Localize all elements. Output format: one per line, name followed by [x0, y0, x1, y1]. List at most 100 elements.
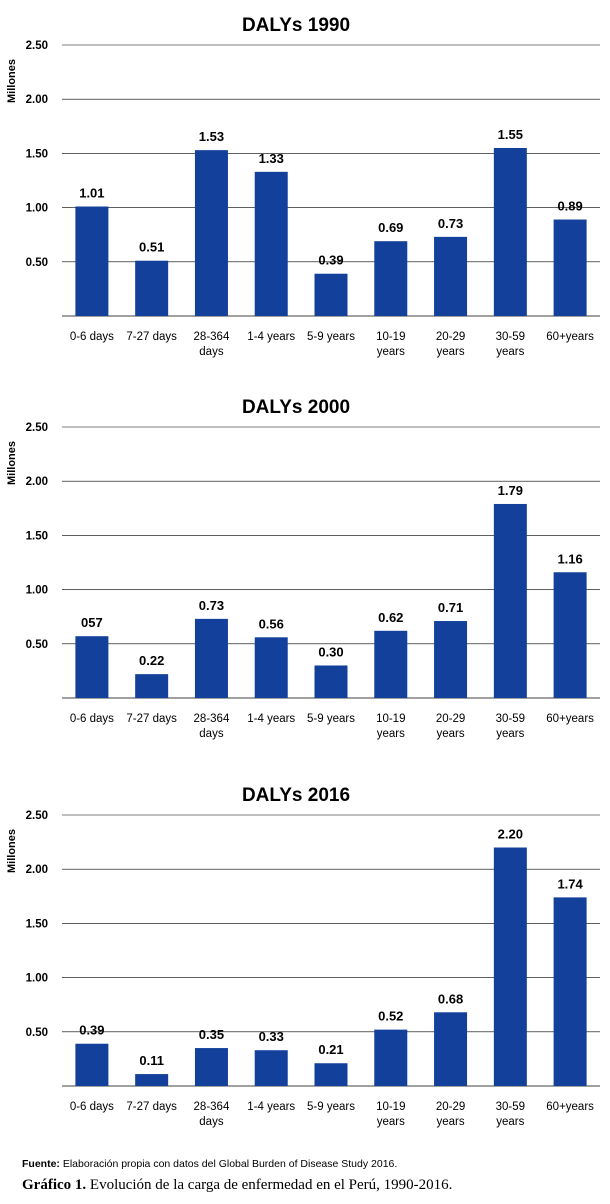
x-tick-label: 7-27 days	[126, 331, 177, 343]
bar	[434, 236, 468, 316]
bar	[374, 1029, 408, 1086]
x-tick-label: 30-59	[496, 1101, 525, 1113]
x-tick-label: 60+years	[546, 713, 594, 725]
data-label: 1.33	[259, 151, 284, 166]
x-tick-label: years	[496, 346, 524, 358]
data-label: 0.89	[557, 199, 582, 214]
y-tick-label: 0.50	[26, 1027, 48, 1039]
y-tick-label: 1.50	[26, 148, 48, 160]
y-tick-label: 1.50	[26, 530, 48, 542]
bar	[194, 618, 228, 698]
chart-dalys-2000: DALYs 2000 Millones 0.50 1.00 1.50 2.00 2.50 05…	[0, 382, 610, 752]
x-tick-label: 0-6 days	[70, 331, 114, 343]
y-tick-label: 1.00	[26, 203, 48, 215]
x-tick-label: 20-29	[436, 1101, 465, 1113]
bar	[553, 572, 587, 698]
bar	[434, 621, 468, 698]
x-tick-label: 60+years	[546, 1101, 594, 1113]
x-tick-label: 28-364	[194, 1101, 230, 1113]
data-label: 0.11	[139, 1053, 164, 1068]
source-label: Fuente:	[22, 1158, 60, 1170]
y-tick-label: 2.00	[26, 864, 48, 876]
chart-dalys-2016: DALYs 2016 Millones 0.50 1.00 1.50 2.00 2.50 0.…	[0, 770, 610, 1140]
x-tick-label: 7-27 days	[126, 713, 177, 725]
bar	[553, 897, 587, 1086]
data-label: 2.20	[498, 827, 523, 842]
y-tick-label: 2.50	[26, 810, 48, 822]
chart-svg-2016: DALYs 2016 Millones 0.50 1.00 1.50 2.00 2.50 0.…	[6, 785, 600, 1128]
bar	[75, 206, 109, 316]
data-label: 1.01	[79, 186, 104, 201]
bar	[493, 847, 527, 1086]
bar	[254, 637, 288, 698]
data-label: 0.68	[438, 991, 463, 1006]
bar	[194, 1048, 228, 1086]
chart-title: DALYs 2016	[242, 785, 350, 806]
x-tick-label: 28-364	[194, 331, 230, 343]
bar	[254, 171, 288, 316]
x-tick-label: 60+years	[546, 331, 594, 343]
x-tick-label: days	[199, 346, 224, 358]
chart-svg-1990: DALYs 1990 Millones 0.50 1.00 1.50 2.00 2.50 1.…	[6, 15, 600, 358]
data-label: 0.69	[378, 220, 403, 235]
data-label: 0.30	[318, 644, 343, 659]
y-axis-label: Millones	[6, 59, 18, 103]
chart-dalys-1990: DALYs 1990 Millones 0.50 1.00 1.50 2.00 2.50 1.…	[0, 0, 610, 370]
data-label: 0.33	[259, 1029, 284, 1044]
x-tick-label: 5-9 years	[307, 713, 355, 725]
data-label: 057	[81, 615, 103, 630]
data-label: 1.74	[557, 876, 583, 891]
bar	[434, 1012, 468, 1086]
x-tick-label: 1-4 years	[247, 1101, 295, 1113]
source-text: Elaboración propia con datos del Global …	[59, 1158, 398, 1170]
data-label: 0.39	[318, 253, 343, 268]
x-tick-label: 10-19	[376, 1101, 405, 1113]
data-label: 0.56	[259, 616, 284, 631]
data-label: 0.71	[438, 600, 463, 615]
x-tick-label: 0-6 days	[70, 1101, 114, 1113]
data-label: 1.16	[557, 551, 582, 566]
data-label: 0.62	[378, 610, 403, 625]
bar	[553, 219, 587, 316]
y-axis-label: Millones	[6, 441, 18, 485]
x-tick-label: 1-4 years	[247, 713, 295, 725]
bar	[135, 1074, 169, 1086]
source-note: Fuente: Elaboración propia con datos del…	[22, 1158, 397, 1170]
x-tick-label: 5-9 years	[307, 331, 355, 343]
bar	[374, 630, 408, 698]
y-tick-label: 2.50	[26, 40, 48, 52]
x-tick-label: 5-9 years	[307, 1101, 355, 1113]
chart-svg-2000: DALYs 2000 Millones 0.50 1.00 1.50 2.00 2.50 05…	[6, 397, 600, 740]
x-tick-label: 30-59	[496, 713, 525, 725]
bar	[314, 1063, 348, 1086]
x-tick-label: 0-6 days	[70, 713, 114, 725]
bar	[75, 1043, 109, 1086]
x-tick-label: years	[496, 1116, 524, 1128]
y-tick-label: 0.50	[26, 639, 48, 651]
bar	[493, 503, 527, 698]
caption-label: Gráfico 1.	[22, 1177, 87, 1193]
x-tick-label: 20-29	[436, 713, 465, 725]
data-label: 0.39	[79, 1023, 104, 1038]
data-label: 0.51	[139, 240, 164, 255]
x-tick-label: 10-19	[376, 713, 405, 725]
bar	[314, 273, 348, 316]
x-tick-label: 20-29	[436, 331, 465, 343]
x-tick-label: years	[496, 728, 524, 740]
data-label: 1.55	[498, 127, 523, 142]
x-tick-label: years	[377, 728, 405, 740]
x-tick-label: days	[199, 1116, 224, 1128]
bar	[135, 674, 169, 698]
bar	[135, 260, 169, 316]
y-tick-label: 1.00	[26, 585, 48, 597]
data-label: 1.53	[199, 129, 224, 144]
data-label: 1.79	[498, 483, 523, 498]
x-tick-label: 28-364	[194, 713, 230, 725]
bar	[314, 665, 348, 698]
x-tick-label: years	[377, 1116, 405, 1128]
figure-caption: Gráfico 1. Evolución de la carga de enfe…	[22, 1177, 452, 1194]
data-label: 0.22	[139, 653, 164, 668]
bar	[75, 636, 109, 698]
x-tick-label: years	[377, 346, 405, 358]
y-tick-label: 1.00	[26, 973, 48, 985]
